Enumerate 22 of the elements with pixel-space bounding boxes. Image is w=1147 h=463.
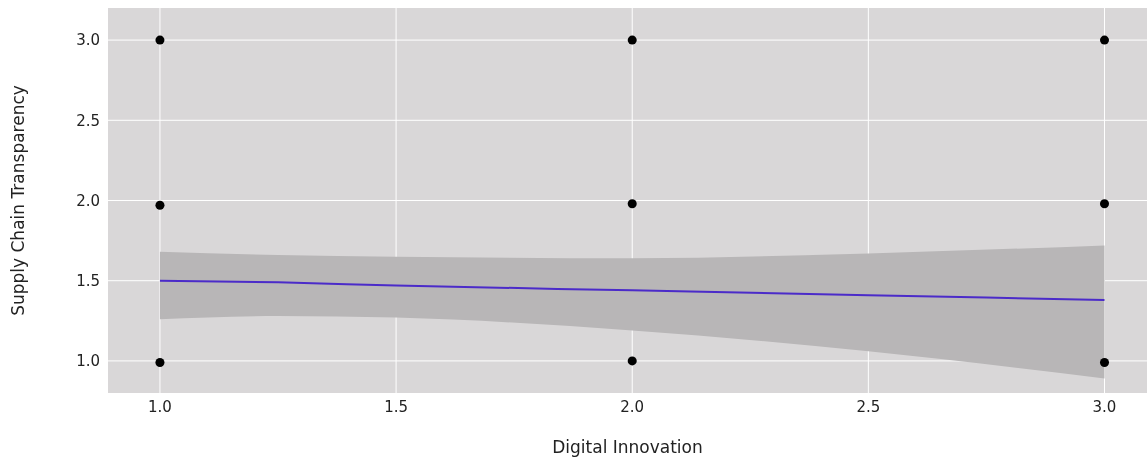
point — [1099, 35, 1110, 45]
line-series — [158, 279, 1106, 301]
x-tick-label: 1.0 — [148, 397, 172, 416]
x-axis-title: Digital Innovation — [552, 437, 703, 457]
y-tick-label: 2.5 — [76, 111, 100, 130]
point — [1099, 199, 1110, 209]
x-tick-label: 3.0 — [1092, 397, 1117, 416]
point — [627, 199, 637, 209]
point — [627, 35, 637, 45]
x-tick-label: 2.0 — [620, 397, 645, 416]
y-axis-title: Supply Chain Transparency — [8, 85, 29, 316]
y-tick-label: 2.0 — [76, 191, 100, 210]
point — [155, 358, 165, 368]
point — [1099, 358, 1110, 368]
point — [155, 200, 165, 210]
point — [627, 356, 637, 366]
point — [155, 35, 165, 45]
y-tick-label: 1.5 — [76, 272, 100, 291]
x-tick-label: 1.5 — [384, 397, 409, 416]
y-tick-label: 1.0 — [76, 352, 100, 371]
x-tick-label: 2.5 — [856, 397, 881, 416]
y-tick-label: 3.0 — [76, 31, 100, 50]
